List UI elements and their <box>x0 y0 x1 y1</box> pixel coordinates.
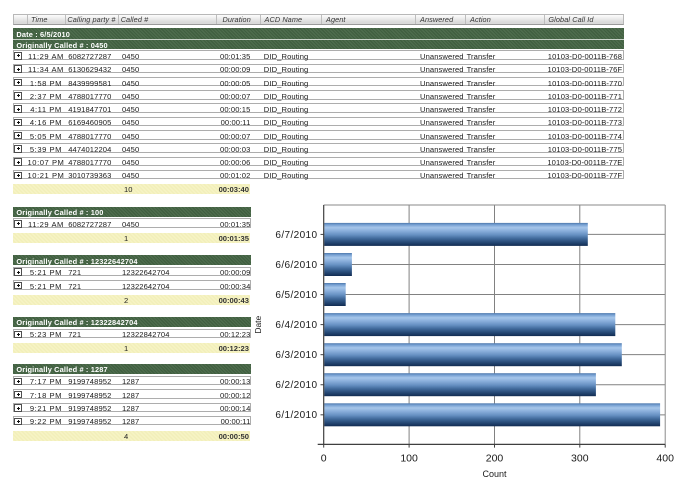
svg-text:6/1/2010: 6/1/2010 <box>275 410 317 421</box>
svg-text:6/2/2010: 6/2/2010 <box>275 380 317 391</box>
svg-text:6/5/2010: 6/5/2010 <box>275 290 317 301</box>
svg-text:6/6/2010: 6/6/2010 <box>275 260 317 271</box>
svg-text:200: 200 <box>486 453 504 465</box>
svg-text:Count: Count <box>482 469 507 479</box>
svg-text:0: 0 <box>321 453 327 465</box>
svg-text:6/7/2010: 6/7/2010 <box>275 230 317 241</box>
svg-text:6/3/2010: 6/3/2010 <box>275 350 317 361</box>
svg-text:100: 100 <box>400 453 418 465</box>
svg-text:300: 300 <box>571 453 589 465</box>
svg-text:400: 400 <box>656 453 674 465</box>
svg-text:6/4/2010: 6/4/2010 <box>275 320 317 331</box>
svg-text:Date: Date <box>253 315 263 333</box>
